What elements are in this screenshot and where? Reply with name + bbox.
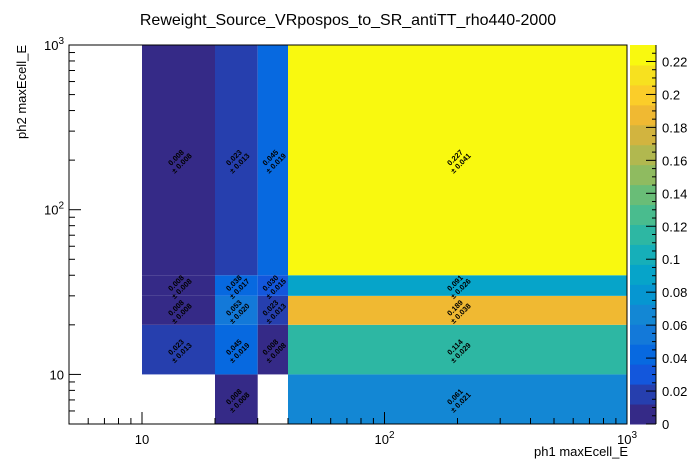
y-tick-exponent: 2 bbox=[58, 201, 64, 212]
x-tick-label: 10 bbox=[135, 432, 149, 447]
heatmap-cell bbox=[257, 275, 288, 296]
heatmap-cell bbox=[287, 374, 627, 424]
color-scale-band bbox=[630, 84, 656, 106]
color-scale-band bbox=[630, 284, 656, 305]
color-scale-tick-label: 0.08 bbox=[662, 285, 687, 300]
color-scale-band bbox=[630, 45, 656, 66]
color-scale-tick-label: 0.1 bbox=[662, 252, 680, 267]
color-scale-tick-label: 0.18 bbox=[662, 120, 687, 135]
y-tick-label: 102 bbox=[44, 201, 64, 218]
heatmap-cell bbox=[257, 45, 288, 276]
color-scale-band bbox=[630, 64, 656, 86]
y-tick-base: 10 bbox=[44, 38, 58, 53]
color-scale-tick-label: 0.22 bbox=[662, 54, 687, 69]
heatmap-cell bbox=[214, 374, 258, 424]
heatmap-cell bbox=[141, 324, 215, 375]
color-scale-band bbox=[630, 144, 656, 166]
color-scale-band bbox=[630, 104, 656, 126]
color-scale-tick-label: 0.02 bbox=[662, 384, 687, 399]
x-axis-label: ph1 maxEcell_E bbox=[534, 444, 628, 459]
color-scale-tick-label: 0 bbox=[662, 417, 669, 432]
color-scale-band bbox=[630, 304, 656, 325]
heatmap-cell bbox=[287, 275, 627, 296]
color-scale-band bbox=[630, 244, 656, 265]
color-scale-band bbox=[630, 344, 656, 365]
heatmap-cell bbox=[214, 295, 258, 325]
heatmap-cell bbox=[214, 275, 258, 296]
color-scale-band bbox=[630, 204, 656, 226]
heatmap-cell bbox=[287, 295, 627, 325]
color-scale-band bbox=[630, 364, 656, 385]
color-scale-band bbox=[630, 324, 656, 345]
color-scale-band bbox=[630, 124, 656, 146]
color-scale-band bbox=[630, 164, 656, 186]
color-scale-band bbox=[630, 224, 656, 245]
color-scale-band bbox=[630, 264, 656, 285]
heatmap-cell bbox=[141, 45, 215, 276]
heatmap-cell bbox=[141, 275, 215, 296]
heatmap-cell bbox=[257, 295, 288, 325]
color-scale-tick-label: 0.04 bbox=[662, 351, 687, 366]
color-scale-tick-label: 0.14 bbox=[662, 186, 687, 201]
plot-frame bbox=[68, 44, 628, 425]
heatmap-cells bbox=[141, 45, 627, 424]
y-tick-base: 10 bbox=[44, 203, 58, 218]
x-tick-base: 10 bbox=[374, 432, 388, 447]
color-scale-band bbox=[630, 184, 656, 206]
color-scale-band bbox=[630, 384, 656, 405]
heatmap-cell bbox=[287, 45, 627, 276]
x-tick-exponent: 3 bbox=[631, 430, 637, 441]
x-tick-exponent: 2 bbox=[389, 430, 395, 441]
heatmap-cell bbox=[141, 295, 215, 325]
color-scale-tick-label: 0.12 bbox=[662, 219, 687, 234]
heatmap-cell bbox=[257, 324, 288, 375]
x-tick-label: 103 bbox=[617, 430, 637, 447]
color-scale-band bbox=[630, 404, 656, 425]
y-axis-label: ph2 maxEcell_E bbox=[14, 45, 29, 139]
color-scale-tick-label: 0.2 bbox=[662, 87, 680, 102]
x-tick-label: 102 bbox=[374, 430, 394, 447]
heatmap-cell bbox=[214, 324, 258, 375]
color-scale-tick-label: 0.16 bbox=[662, 153, 687, 168]
y-tick-label: 10 bbox=[50, 367, 64, 382]
heatmap-cell bbox=[287, 324, 627, 375]
color-scale-tick-label: 0.06 bbox=[662, 318, 687, 333]
y-tick-exponent: 3 bbox=[58, 36, 64, 47]
cell-value-label: 0.008± 0.008 bbox=[164, 271, 194, 301]
y-tick-label: 103 bbox=[44, 36, 64, 53]
color-scale: 0 0.02 0.04 0.06 0.08 0.1 0.12 0.14 0.16 0.18 0.2 0… bbox=[630, 45, 687, 432]
x-tick-base: 10 bbox=[617, 432, 631, 447]
chart-title: Reweight_Source_VRpospos_to_SR_antiTT_rh… bbox=[140, 12, 556, 29]
heatmap-cell bbox=[214, 45, 258, 276]
x-axis: 10 102 103 bbox=[68, 412, 637, 447]
